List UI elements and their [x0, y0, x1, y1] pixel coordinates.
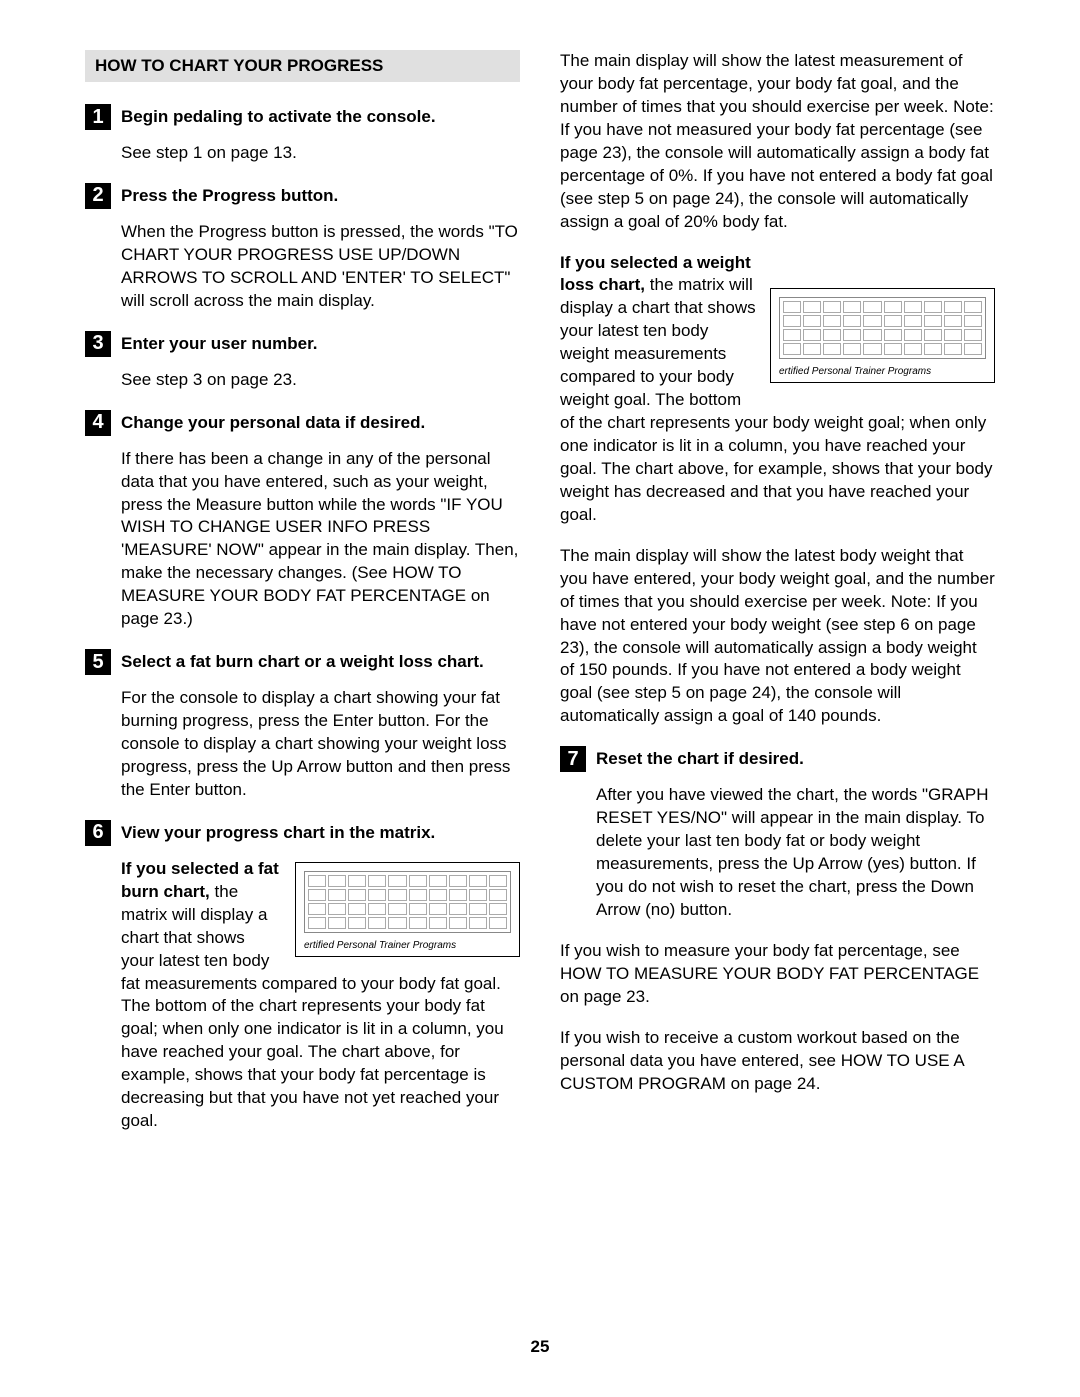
step-4: 4 Change your personal data if desired. …: [85, 410, 520, 632]
tail-paragraph-2: If you wish to receive a custom workout …: [560, 1027, 995, 1096]
step-number-icon: 7: [560, 746, 586, 772]
step6-p4: The main display will show the latest bo…: [560, 545, 995, 729]
step-body: See step 1 on page 13.: [121, 142, 520, 165]
fat-burn-bold: If you selected a fat burn chart,: [121, 859, 279, 901]
matrix-grid-icon: [304, 871, 511, 933]
right-column: The main display will show the latest me…: [560, 50, 995, 1151]
step-number-icon: 6: [85, 820, 111, 846]
step-title: Begin pedaling to activate the console.: [121, 104, 436, 129]
step-2: 2 Press the Progress button. When the Pr…: [85, 183, 520, 313]
step-3: 3 Enter your user number. See step 3 on …: [85, 331, 520, 392]
step-title: Enter your user number.: [121, 331, 318, 356]
step-6: 6 View your progress chart in the matrix…: [85, 820, 520, 1133]
step6-p2: The main display will show the latest me…: [560, 50, 995, 234]
step-5: 5 Select a fat burn chart or a weight lo…: [85, 649, 520, 802]
step-title: Select a fat burn chart or a weight loss…: [121, 649, 484, 674]
step-body: If there has been a change in any of the…: [121, 448, 520, 632]
matrix-grid-icon: [779, 297, 986, 359]
section-header: HOW TO CHART YOUR PROGRESS: [85, 50, 520, 82]
step-title: View your progress chart in the matrix.: [121, 820, 435, 845]
matrix-chart: ertified Personal Trainer Programs: [770, 288, 995, 384]
step-body: After you have viewed the chart, the wor…: [596, 784, 995, 922]
step-title: Press the Progress button.: [121, 183, 338, 208]
matrix-caption: ertified Personal Trainer Programs: [779, 365, 986, 379]
page: HOW TO CHART YOUR PROGRESS 1 Begin pedal…: [0, 0, 1080, 1397]
columns: HOW TO CHART YOUR PROGRESS 1 Begin pedal…: [85, 50, 995, 1151]
matrix-chart: ertified Personal Trainer Programs: [295, 862, 520, 958]
step-body: When the Progress button is pressed, the…: [121, 221, 520, 313]
step-body: ertified Personal Trainer Programs If yo…: [121, 858, 520, 1133]
tail-paragraph-1: If you wish to measure your body fat per…: [560, 940, 995, 1009]
step-number-icon: 5: [85, 649, 111, 675]
step-7: 7 Reset the chart if desired. After you …: [560, 746, 995, 922]
step-body: See step 3 on page 23.: [121, 369, 520, 392]
step-title: Reset the chart if desired.: [596, 746, 804, 771]
left-column: HOW TO CHART YOUR PROGRESS 1 Begin pedal…: [85, 50, 520, 1151]
matrix-caption: ertified Personal Trainer Programs: [304, 939, 511, 953]
step-body: For the console to display a chart showi…: [121, 687, 520, 802]
page-number: 25: [0, 1337, 1080, 1357]
step-number-icon: 1: [85, 104, 111, 130]
step-number-icon: 4: [85, 410, 111, 436]
step6-p3: ertified Personal Trainer Programs If yo…: [560, 252, 995, 527]
step-1: 1 Begin pedaling to activate the console…: [85, 104, 520, 165]
step-number-icon: 3: [85, 331, 111, 357]
step-number-icon: 2: [85, 183, 111, 209]
step-title: Change your personal data if desired.: [121, 410, 425, 435]
